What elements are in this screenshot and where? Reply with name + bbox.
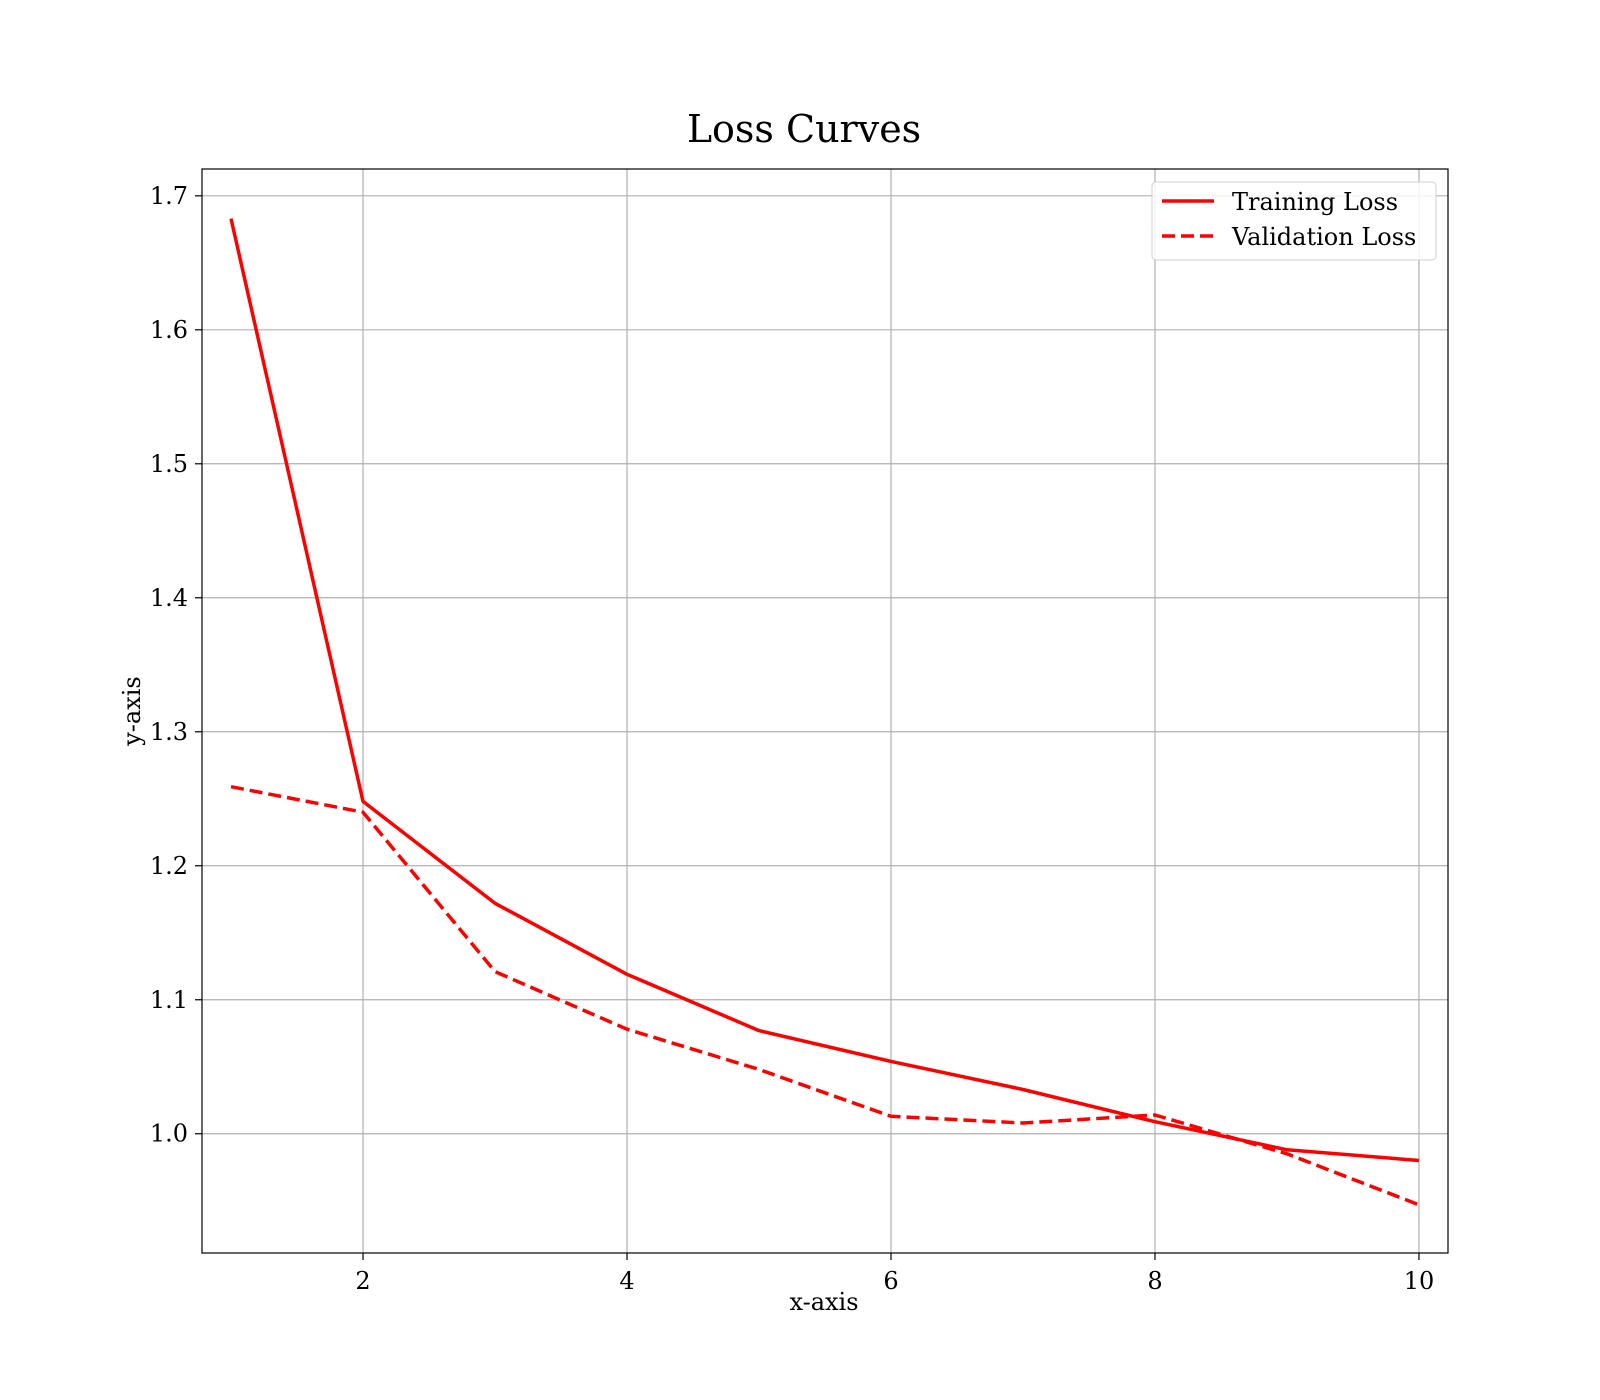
y-tick-label-1.5: 1.5 — [150, 450, 188, 478]
x-tick-label-4: 4 — [619, 1267, 634, 1295]
legend: Training Loss Validation Loss — [1151, 181, 1437, 261]
x-tick-label-10: 10 — [1404, 1267, 1435, 1295]
x-tick-label-2: 2 — [355, 1267, 370, 1295]
legend-label-training-loss: Training Loss — [1232, 188, 1398, 216]
x-tick-label-6: 6 — [883, 1267, 898, 1295]
x-axis-title: x-axis — [789, 1288, 858, 1316]
grid-layer — [202, 169, 1448, 1253]
y-tick-label-1.7: 1.7 — [150, 182, 188, 210]
chart-title: Loss Curves — [687, 107, 921, 151]
series-line-validation-loss — [230, 784, 1420, 1207]
y-axis-ticks: 1.0 1.1 1.2 1.3 1.4 1.5 1.6 1.7 — [150, 182, 202, 1148]
y-tick-label-1.1: 1.1 — [150, 986, 188, 1014]
y-tick-label-1.4: 1.4 — [150, 584, 188, 612]
legend-box — [1151, 181, 1437, 261]
legend-label-validation-loss: Validation Loss — [1231, 223, 1416, 251]
y-tick-label-1.6: 1.6 — [150, 316, 188, 344]
x-axis-ticks: 2 4 6 8 10 — [355, 1253, 1434, 1295]
y-axis-title: y-axis — [118, 676, 146, 747]
series-line-training-loss — [229, 218, 1420, 1163]
x-tick-label-8: 8 — [1147, 1267, 1162, 1295]
y-tick-label-1.0: 1.0 — [150, 1120, 188, 1148]
series-layer — [229, 218, 1420, 1207]
plot-frame — [201, 168, 1449, 1254]
y-tick-label-1.2: 1.2 — [150, 852, 188, 880]
y-tick-label-1.3: 1.3 — [150, 718, 188, 746]
